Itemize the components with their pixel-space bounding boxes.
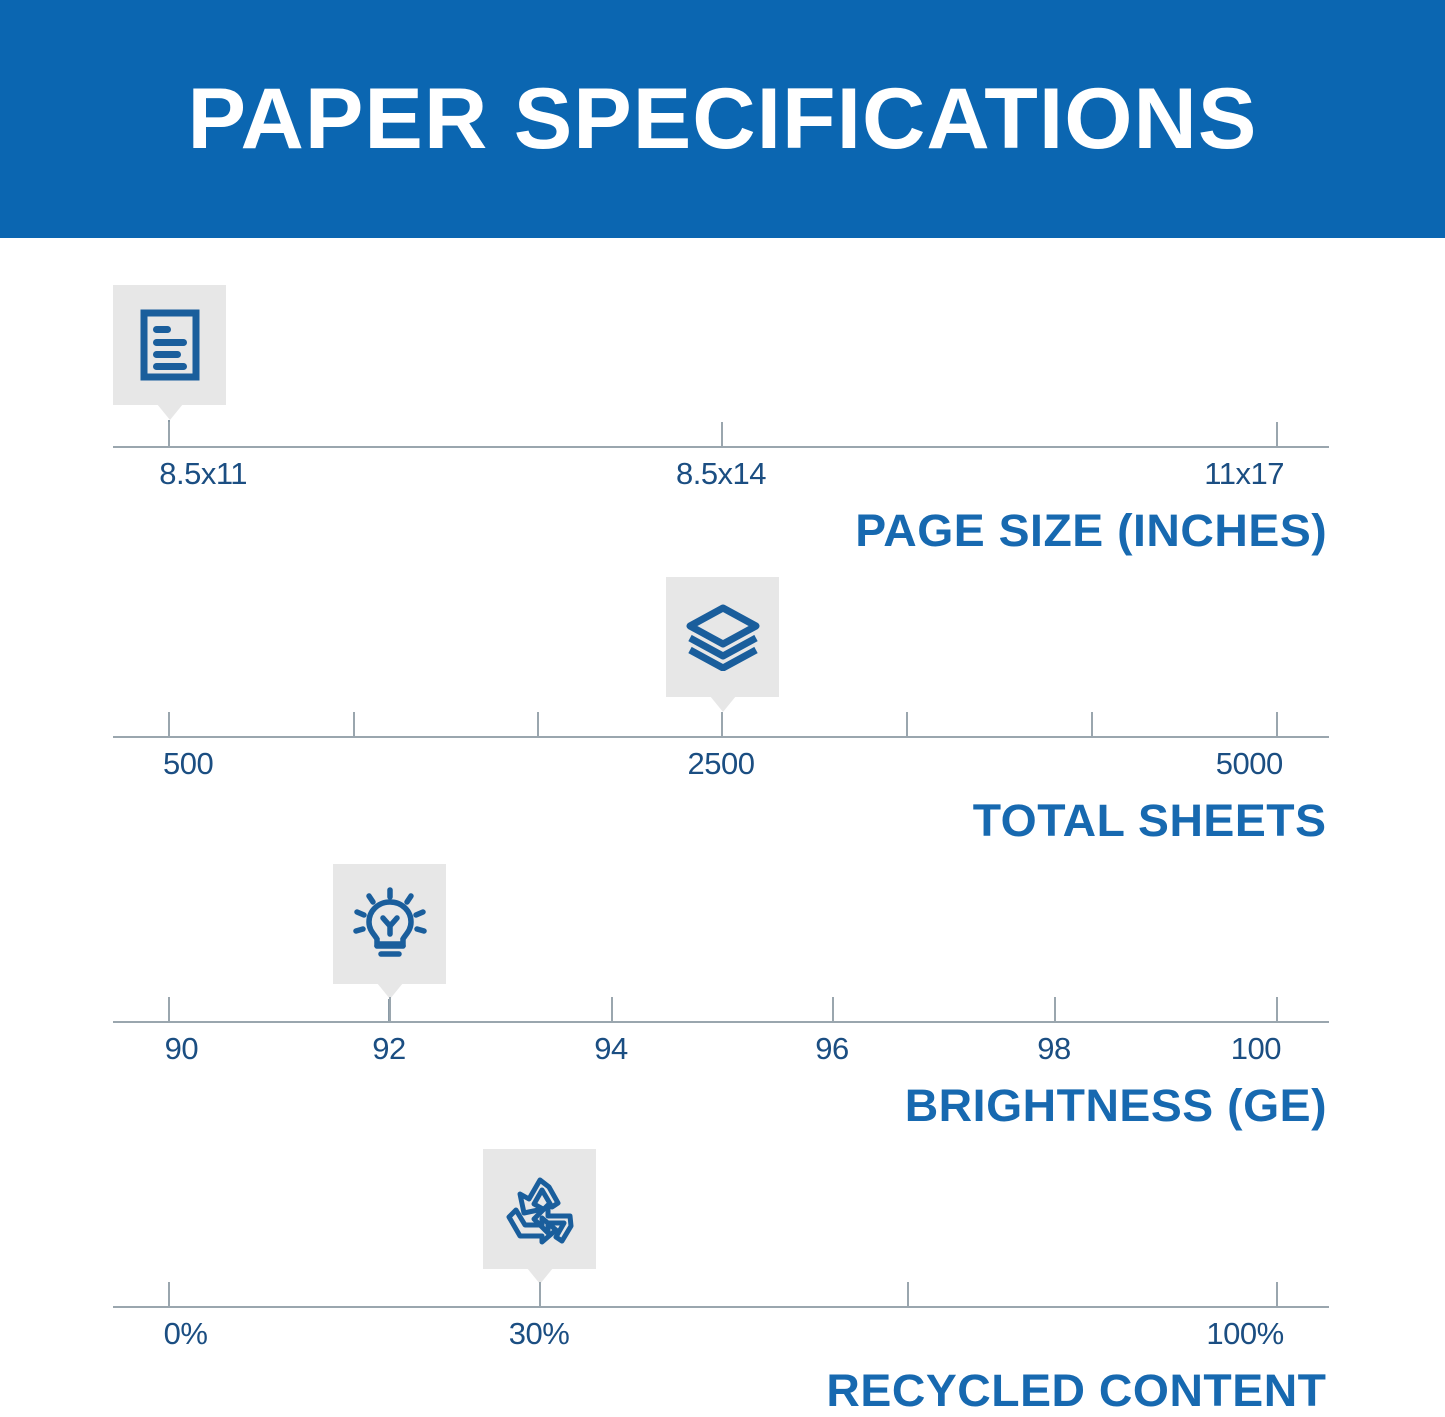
lightbulb-icon bbox=[333, 864, 446, 984]
axis-line-page-size: 8.5x11 8.5x14 11x17 bbox=[113, 422, 1329, 491]
value-marker-total-sheets[interactable] bbox=[666, 577, 779, 712]
axis-tick bbox=[907, 1282, 909, 1308]
spec-scale-page-size: 8.5x11 8.5x14 11x17 PAGE SIZE (INCHES) bbox=[0, 280, 1445, 556]
document-icon bbox=[113, 285, 226, 405]
axis-tick bbox=[611, 997, 613, 1023]
axis-tick bbox=[168, 712, 170, 738]
axis-tick bbox=[1276, 997, 1278, 1023]
axis-tick-label: 500 bbox=[162, 746, 214, 781]
page-title: PAPER SPECIFICATIONS bbox=[187, 71, 1258, 167]
axis-tick bbox=[832, 997, 834, 1023]
spec-label-total-sheets: TOTAL SHEETS bbox=[973, 795, 1327, 846]
scale-stage: 8.5x11 8.5x14 11x17 bbox=[0, 280, 1445, 491]
axis-tick-label: 0% bbox=[163, 1316, 208, 1351]
axis-tick bbox=[1276, 1282, 1278, 1308]
axis-tick-label: 100 bbox=[1230, 1031, 1282, 1066]
axis-tick bbox=[721, 422, 723, 448]
value-marker-page-size[interactable] bbox=[113, 285, 226, 420]
marker-pointer bbox=[156, 404, 183, 420]
spec-scale-recycled-content: 0% 30% 100% RECYCLED CONTENT bbox=[0, 1140, 1445, 1416]
axis-tick bbox=[537, 712, 539, 738]
axis-tick-label: 92 bbox=[372, 1031, 406, 1066]
axis-tick-label: 100% bbox=[1206, 1316, 1284, 1351]
axis-tick bbox=[168, 997, 170, 1023]
axis-tick-label: 8.5x14 bbox=[675, 456, 767, 491]
recycle-icon bbox=[483, 1149, 596, 1269]
axis-tick-label: 11x17 bbox=[1204, 456, 1284, 491]
spec-scale-brightness: 90 92 94 96 98 100 BRIGHTNESS (GE) bbox=[0, 855, 1445, 1131]
axis-tick-label: 2500 bbox=[687, 746, 755, 781]
marker-pointer bbox=[376, 983, 403, 999]
spec-label-recycled-content: RECYCLED CONTENT bbox=[826, 1365, 1327, 1416]
marker-pointer bbox=[709, 696, 736, 712]
axis-line-total-sheets: 500 2500 5000 bbox=[113, 712, 1329, 781]
spec-label-page-size: PAGE SIZE (INCHES) bbox=[855, 505, 1327, 556]
axis-tick bbox=[168, 422, 170, 448]
axis-tick-label: 30% bbox=[508, 1316, 570, 1351]
axis-tick bbox=[353, 712, 355, 738]
axis-tick bbox=[539, 1282, 541, 1308]
axis-line-recycled-content: 0% 30% 100% bbox=[113, 1282, 1329, 1351]
axis-tick bbox=[1276, 712, 1278, 738]
spec-label-brightness: BRIGHTNESS (GE) bbox=[904, 1080, 1327, 1131]
axis-tick-label: 5000 bbox=[1215, 746, 1283, 781]
spec-scale-total-sheets: 500 2500 5000 TOTAL SHEETS bbox=[0, 570, 1445, 846]
value-marker-brightness[interactable] bbox=[333, 864, 446, 999]
axis-tick bbox=[1091, 712, 1093, 738]
axis-tick-label: 96 bbox=[815, 1031, 849, 1066]
axis-tick-label: 94 bbox=[594, 1031, 628, 1066]
axis-tick-label: 98 bbox=[1037, 1031, 1071, 1066]
axis-tick-label: 90 bbox=[164, 1031, 199, 1066]
axis-line-brightness: 90 92 94 96 98 100 bbox=[113, 997, 1329, 1066]
axis-tick bbox=[721, 712, 723, 738]
scale-stage: 90 92 94 96 98 100 bbox=[0, 855, 1445, 1066]
axis-tick-label: 8.5x11 bbox=[159, 456, 248, 491]
marker-pointer bbox=[526, 1268, 553, 1284]
axis-tick bbox=[168, 1282, 170, 1308]
scale-stage: 0% 30% 100% bbox=[0, 1140, 1445, 1351]
value-marker-recycled-content[interactable] bbox=[483, 1149, 596, 1284]
paper-stack-icon bbox=[666, 577, 779, 697]
axis-tick bbox=[1054, 997, 1056, 1023]
scale-stage: 500 2500 5000 bbox=[0, 570, 1445, 781]
axis-tick bbox=[389, 997, 391, 1023]
axis-tick bbox=[1276, 422, 1278, 448]
page-header-banner: PAPER SPECIFICATIONS bbox=[0, 0, 1445, 238]
axis-tick bbox=[906, 712, 908, 738]
